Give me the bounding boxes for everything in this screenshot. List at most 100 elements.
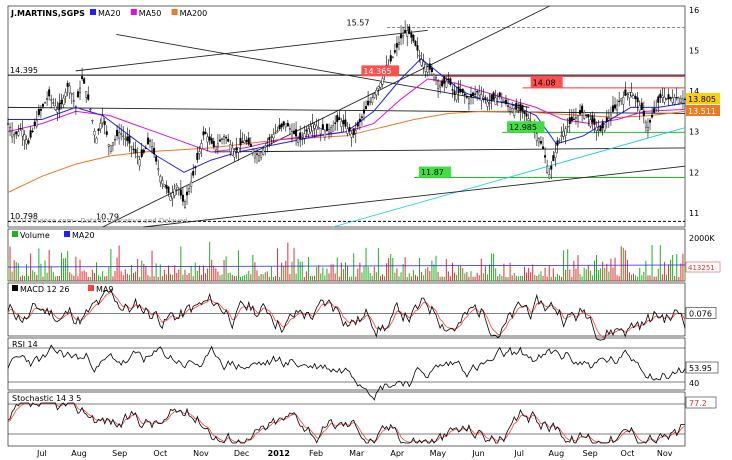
candle-body — [103, 121, 106, 125]
candle-body — [354, 130, 357, 134]
candle-body — [486, 101, 489, 107]
x-tick-label: Jun — [471, 449, 485, 458]
candle-body — [566, 126, 569, 128]
candle-body — [406, 30, 409, 37]
candle-body — [83, 78, 86, 84]
candle-body — [258, 155, 261, 162]
candle-body — [109, 145, 112, 152]
price-panel: J.MARTINS,SGPS MA20 MA50 MA200 16151413121… — [6, 5, 720, 228]
candle-body — [33, 121, 36, 127]
price-tag: 14.08 — [533, 78, 556, 87]
candle-body — [81, 76, 84, 79]
candle-body — [74, 106, 77, 108]
candle-body — [570, 116, 573, 122]
candle-body — [70, 93, 73, 95]
candle-body — [46, 98, 49, 100]
candle-body — [146, 137, 149, 145]
candle-body — [651, 114, 654, 118]
candle-body — [463, 93, 466, 96]
candle-body — [624, 89, 627, 96]
candle-body — [29, 130, 32, 138]
candle-body — [91, 119, 94, 122]
candle-body — [665, 98, 668, 100]
candle-body — [171, 192, 174, 199]
candle-body — [290, 131, 293, 139]
candle-body — [175, 185, 178, 188]
candle-body — [459, 88, 462, 92]
legend-label: MACD 12 26 — [20, 285, 69, 294]
candle-body — [618, 100, 621, 103]
candle-body — [465, 96, 468, 98]
candle-body — [297, 138, 300, 143]
candle-body — [500, 98, 503, 103]
rsi-value-bg — [685, 361, 719, 374]
candle-body — [585, 114, 588, 116]
candle-body — [79, 87, 82, 94]
candle-body — [681, 98, 684, 104]
candle-body — [76, 91, 79, 98]
candle-body — [194, 166, 197, 169]
candle-body — [11, 130, 14, 138]
candle-body — [622, 97, 625, 105]
candle-body — [142, 149, 145, 153]
candle-body — [58, 102, 61, 110]
price-y-tick: 12 — [689, 168, 699, 177]
candle-body — [64, 92, 67, 97]
legend-label: MA20 — [98, 9, 121, 18]
candle-body — [288, 128, 291, 130]
candle-body — [441, 80, 444, 87]
candle-body — [552, 155, 555, 161]
stoch-value-bg — [685, 396, 717, 409]
candle-body — [599, 126, 602, 132]
candle-body — [461, 88, 464, 93]
candle-body — [128, 136, 131, 144]
candle-body — [418, 55, 421, 57]
legend-swatch — [12, 231, 18, 237]
candle-body — [44, 102, 47, 104]
candle-body — [99, 123, 102, 130]
candle-body — [173, 188, 176, 196]
candle-body — [68, 85, 71, 94]
candle-body — [101, 115, 104, 124]
candle-body — [62, 97, 65, 106]
candle-body — [227, 138, 230, 142]
candle-body — [614, 104, 617, 109]
stoch-value-label: 77.2 — [689, 399, 707, 408]
candle-body — [455, 93, 458, 101]
x-tick-label: Dec — [234, 449, 249, 458]
main-legend: MA20 MA50 MA200 — [90, 9, 207, 18]
trend-line — [102, 5, 550, 228]
candle-body — [272, 134, 275, 139]
candle-body — [630, 92, 633, 97]
candle-body — [223, 136, 226, 140]
candle-body — [504, 99, 507, 104]
candle-body — [132, 148, 135, 150]
candle-body — [416, 45, 419, 51]
candle-body — [428, 63, 431, 70]
candle-body — [332, 125, 335, 132]
candle-body — [572, 118, 575, 120]
legend-swatch — [171, 9, 178, 15]
candle-body — [515, 102, 518, 110]
candle-body — [675, 97, 678, 99]
candle-body — [393, 50, 396, 53]
candle-body — [365, 106, 368, 110]
candle-body — [539, 141, 542, 144]
candle-body — [595, 126, 598, 131]
candle-body — [235, 147, 238, 151]
candle-body — [216, 143, 219, 147]
candle-body — [309, 125, 312, 133]
candle-body — [420, 59, 423, 66]
price-tag: 12.985 — [509, 123, 537, 132]
ma200-line — [7, 110, 686, 193]
candle-body — [653, 108, 656, 113]
candle-body — [196, 152, 199, 160]
candle-body — [430, 67, 433, 73]
candle-body — [556, 140, 559, 146]
candle-body — [667, 94, 670, 100]
panel-frame — [7, 228, 686, 282]
candle-body — [589, 119, 592, 127]
candle-body — [597, 129, 600, 131]
x-tick-label: Sep — [112, 449, 127, 458]
candle-body — [284, 123, 287, 128]
